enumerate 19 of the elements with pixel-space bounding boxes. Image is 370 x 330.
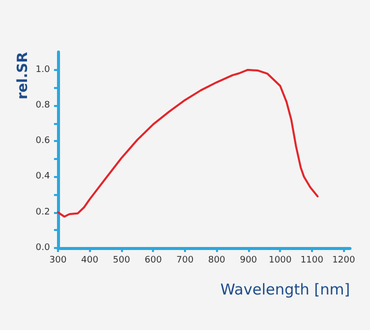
x-tick-label: 1200 — [332, 256, 356, 266]
x-tick-label: 600 — [144, 256, 162, 266]
x-tick-label: 700 — [176, 256, 194, 266]
y-tick-label: 0.2 — [36, 207, 50, 218]
y-tick-label: 0.8 — [36, 100, 50, 110]
x-tick-label: 800 — [208, 256, 226, 266]
x-tick-label: 400 — [81, 256, 99, 266]
x-axis-title: Wavelength [nm] — [220, 280, 350, 298]
y-axis-title: rel.SR — [15, 52, 31, 100]
x-tick-label: 1000 — [268, 256, 292, 266]
x-tick-label: 1100 — [300, 256, 324, 266]
x-tick-label: 500 — [112, 256, 130, 266]
y-tick-label: 0.6 — [36, 136, 50, 146]
y-tick-label: 1.0 — [36, 64, 50, 75]
line-series — [57, 68, 319, 218]
x-tick-label: 300 — [49, 256, 67, 266]
y-tick-label: 0.0 — [36, 243, 50, 253]
y-tick-label: 0.4 — [36, 172, 50, 182]
x-tick-label: 900 — [240, 256, 258, 266]
